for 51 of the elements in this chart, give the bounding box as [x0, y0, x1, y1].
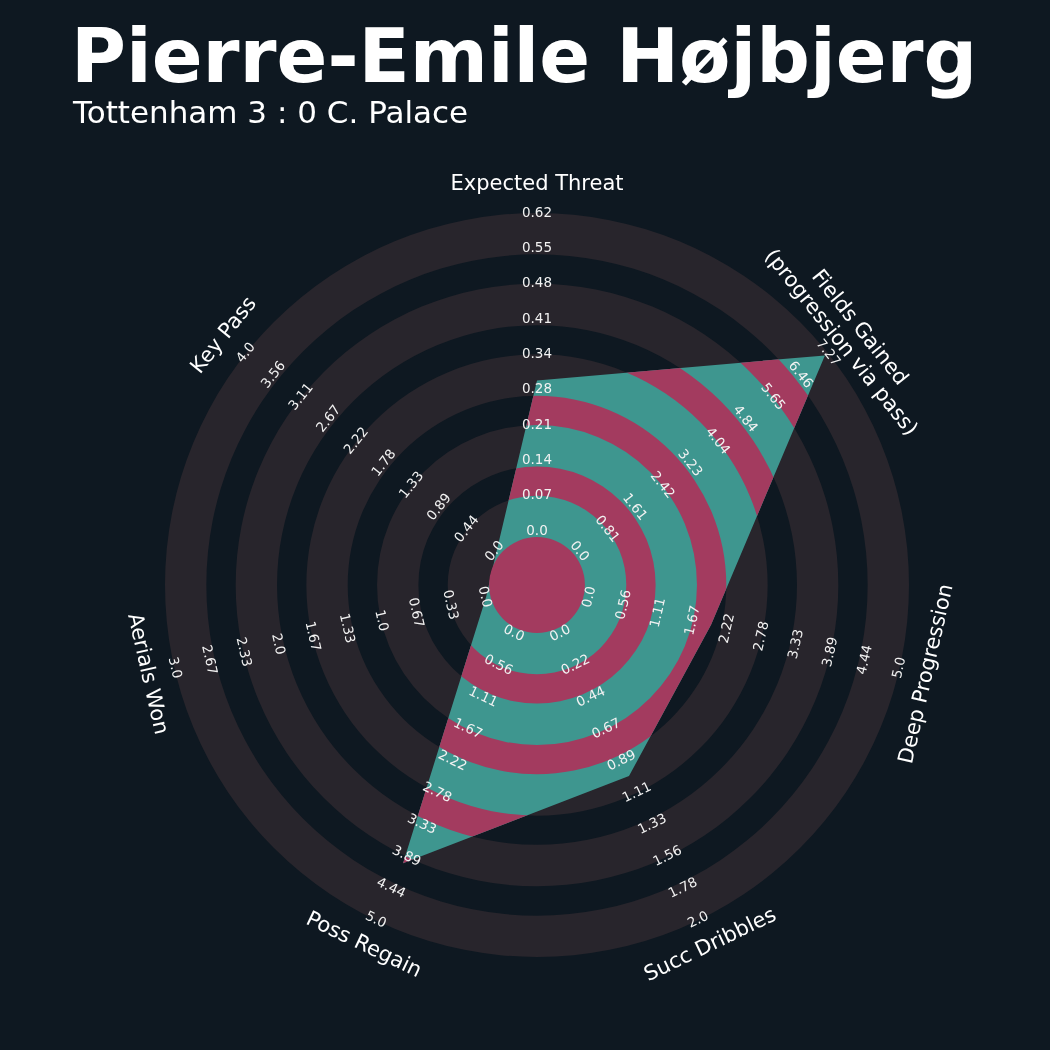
text: 1.67 [680, 603, 703, 637]
text: 1.0 [372, 608, 393, 633]
text: 0.0 [480, 537, 507, 564]
text: 0.14 [521, 450, 553, 467]
text: 2.0 [268, 631, 290, 657]
text: 0.89 [604, 745, 639, 774]
text: 2.22 [714, 611, 738, 645]
text: 1.67 [302, 619, 325, 653]
text: 0.48 [521, 274, 553, 291]
text: 0.67 [588, 714, 623, 742]
text: 1.56 [650, 841, 685, 869]
text: 1.78 [665, 873, 700, 901]
text: 0.0 [546, 620, 573, 645]
text: 2.78 [749, 619, 772, 653]
text: 1.33 [336, 611, 360, 645]
text: 3.33 [405, 809, 440, 838]
text: 1.11 [619, 777, 654, 806]
text: 0.56 [611, 588, 634, 621]
text: 0.44 [573, 682, 608, 710]
text: 0.34 [521, 344, 553, 361]
text: 0.0 [501, 620, 528, 645]
text: 1.11 [466, 682, 501, 710]
text: 0.0 [577, 584, 599, 609]
text: 0.33 [440, 588, 463, 621]
text: 3.89 [389, 841, 424, 869]
text: 0.41 [521, 309, 553, 326]
text: 0.62 [521, 203, 553, 220]
text: 1.33 [634, 809, 669, 838]
text: 2.78 [420, 777, 455, 806]
text: 0.0 [475, 584, 497, 609]
text: 5.0 [363, 906, 390, 931]
text: 3.0 [165, 655, 186, 680]
text: 1.11 [645, 595, 669, 629]
text: 0.0 [526, 521, 548, 538]
text: 3.89 [818, 635, 841, 669]
text: 1.67 [451, 714, 486, 742]
text: 2.22 [435, 745, 470, 774]
text: 0.0 [567, 537, 594, 564]
spoke-label: Expected Threat [450, 171, 624, 196]
text: 5.0 [888, 655, 909, 680]
text: 3.33 [783, 627, 806, 661]
text: 0.22 [558, 650, 593, 678]
text: 0.07 [521, 486, 553, 503]
text: 4.44 [852, 643, 875, 677]
text: 0.67 [405, 595, 429, 629]
text: 2.33 [233, 635, 256, 669]
text: 0.56 [481, 650, 516, 678]
text: 4.0 [232, 338, 258, 366]
text: 2.67 [199, 643, 222, 677]
text: 0.55 [521, 238, 553, 255]
text: 4.44 [374, 873, 409, 901]
